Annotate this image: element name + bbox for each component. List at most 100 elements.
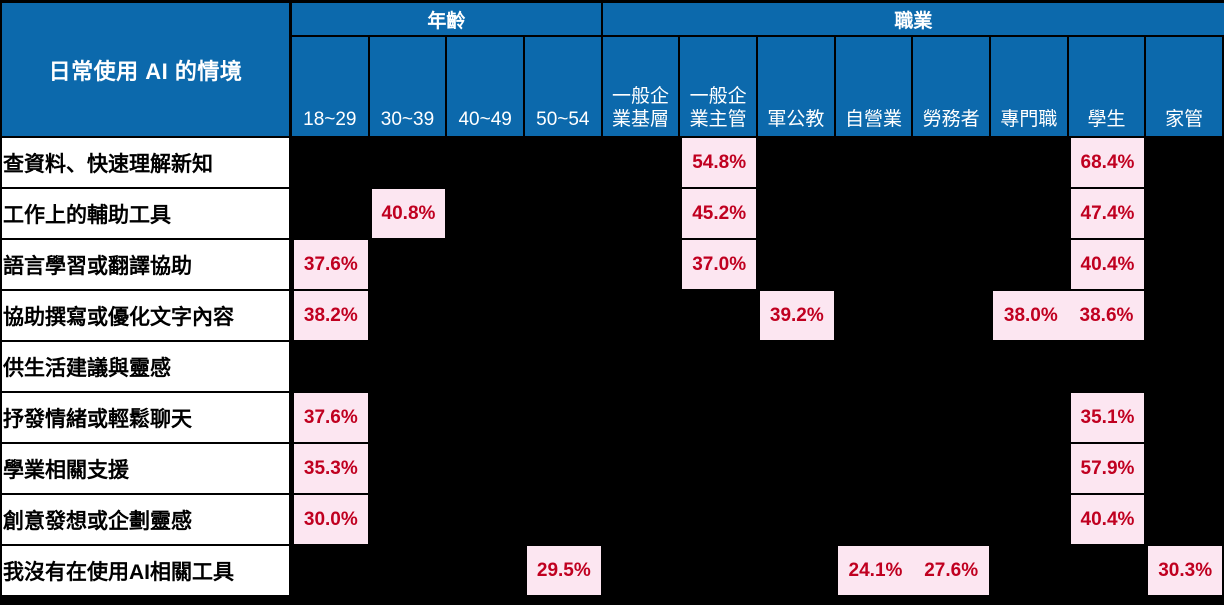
col-header-50-54: 50~54 <box>524 37 603 138</box>
empty-cell <box>369 342 448 393</box>
col-header-40-49: 40~49 <box>447 37 525 138</box>
empty-cell <box>990 393 1069 444</box>
value-cell: 37.0% <box>680 240 758 291</box>
empty-cell <box>835 342 914 393</box>
empty-cell <box>369 138 448 189</box>
empty-cell <box>602 393 681 444</box>
row-label: 工作上的輔助工具 <box>2 189 292 240</box>
empty-cell <box>524 342 603 393</box>
empty-cell <box>680 393 758 444</box>
value-cell: 40.4% <box>1068 240 1147 291</box>
empty-cell <box>369 240 448 291</box>
row-label: 創意發想或企劃靈感 <box>2 495 292 546</box>
empty-cell <box>757 444 836 495</box>
empty-cell <box>447 342 525 393</box>
empty-cell <box>524 495 603 546</box>
empty-cell <box>524 138 603 189</box>
empty-cell <box>680 342 758 393</box>
empty-cell <box>990 546 1069 597</box>
empty-cell <box>913 189 991 240</box>
empty-cell <box>913 342 991 393</box>
col-header-homemaker: 家管 <box>1146 37 1224 138</box>
value-cell: 39.2% <box>757 291 836 342</box>
value-cell: 38.6% <box>1068 291 1147 342</box>
empty-cell <box>602 240 681 291</box>
empty-cell <box>369 444 448 495</box>
value-cell: 40.4% <box>1068 495 1147 546</box>
empty-cell <box>757 138 836 189</box>
empty-cell <box>990 342 1069 393</box>
value-cell: 37.6% <box>292 240 370 291</box>
value-cell: 54.8% <box>680 138 758 189</box>
empty-cell <box>602 546 681 597</box>
empty-cell <box>292 138 370 189</box>
value-cell: 35.3% <box>292 444 370 495</box>
empty-cell <box>1146 393 1224 444</box>
empty-cell <box>447 291 525 342</box>
row-label: 我沒有在使用AI相關工具 <box>2 546 292 597</box>
col-group-age: 年齡 <box>292 3 603 37</box>
col-header-public-servant: 軍公教 <box>757 37 836 138</box>
col-header-18-29: 18~29 <box>292 37 370 138</box>
empty-cell <box>524 444 603 495</box>
empty-cell <box>369 393 448 444</box>
empty-cell <box>680 546 758 597</box>
empty-cell <box>447 546 525 597</box>
empty-cell <box>835 291 914 342</box>
empty-cell <box>292 546 370 597</box>
empty-cell <box>524 393 603 444</box>
empty-cell <box>1146 444 1224 495</box>
empty-cell <box>990 444 1069 495</box>
empty-cell <box>990 189 1069 240</box>
empty-cell <box>1146 138 1224 189</box>
empty-cell <box>447 189 525 240</box>
empty-cell <box>757 546 836 597</box>
empty-cell <box>913 138 991 189</box>
empty-cell <box>447 495 525 546</box>
empty-cell <box>602 189 681 240</box>
empty-cell <box>913 495 991 546</box>
empty-cell <box>913 240 991 291</box>
empty-cell <box>1146 240 1224 291</box>
value-cell: 40.8% <box>369 189 448 240</box>
empty-cell <box>680 444 758 495</box>
empty-cell <box>1146 189 1224 240</box>
row-label: 語言學習或翻譯協助 <box>2 240 292 291</box>
empty-cell <box>835 240 914 291</box>
empty-cell <box>1068 342 1147 393</box>
row-label: 抒發情緒或輕鬆聊天 <box>2 393 292 444</box>
value-cell: 68.4% <box>1068 138 1147 189</box>
empty-cell <box>835 393 914 444</box>
empty-cell <box>1146 495 1224 546</box>
empty-cell <box>602 444 681 495</box>
empty-cell <box>447 393 525 444</box>
empty-cell <box>757 240 836 291</box>
empty-cell <box>602 291 681 342</box>
empty-cell <box>369 291 448 342</box>
empty-cell <box>757 495 836 546</box>
col-header-laborer: 勞務者 <box>913 37 991 138</box>
col-header-student: 學生 <box>1068 37 1147 138</box>
row-label: 協助撰寫或優化文字內容 <box>2 291 292 342</box>
empty-cell <box>447 240 525 291</box>
row-label: 查資料、快速理解新知 <box>2 138 292 189</box>
empty-cell <box>757 189 836 240</box>
empty-cell <box>524 189 603 240</box>
ai-usage-table: 日常使用 AI 的情境 年齡 職業 18~29 30~39 40~49 50~5… <box>2 3 1224 597</box>
value-cell: 29.5% <box>524 546 603 597</box>
empty-cell <box>835 444 914 495</box>
empty-cell <box>913 444 991 495</box>
col-header-30-39: 30~39 <box>369 37 448 138</box>
value-cell: 38.2% <box>292 291 370 342</box>
value-cell: 30.0% <box>292 495 370 546</box>
empty-cell <box>680 291 758 342</box>
empty-cell <box>602 342 681 393</box>
col-header-corp-manager: 一般企 業主管 <box>680 37 758 138</box>
value-cell: 47.4% <box>1068 189 1147 240</box>
empty-cell <box>1146 342 1224 393</box>
value-cell: 35.1% <box>1068 393 1147 444</box>
empty-cell <box>447 138 525 189</box>
empty-cell <box>1146 291 1224 342</box>
empty-cell <box>602 495 681 546</box>
col-header-self-employed: 自營業 <box>835 37 914 138</box>
